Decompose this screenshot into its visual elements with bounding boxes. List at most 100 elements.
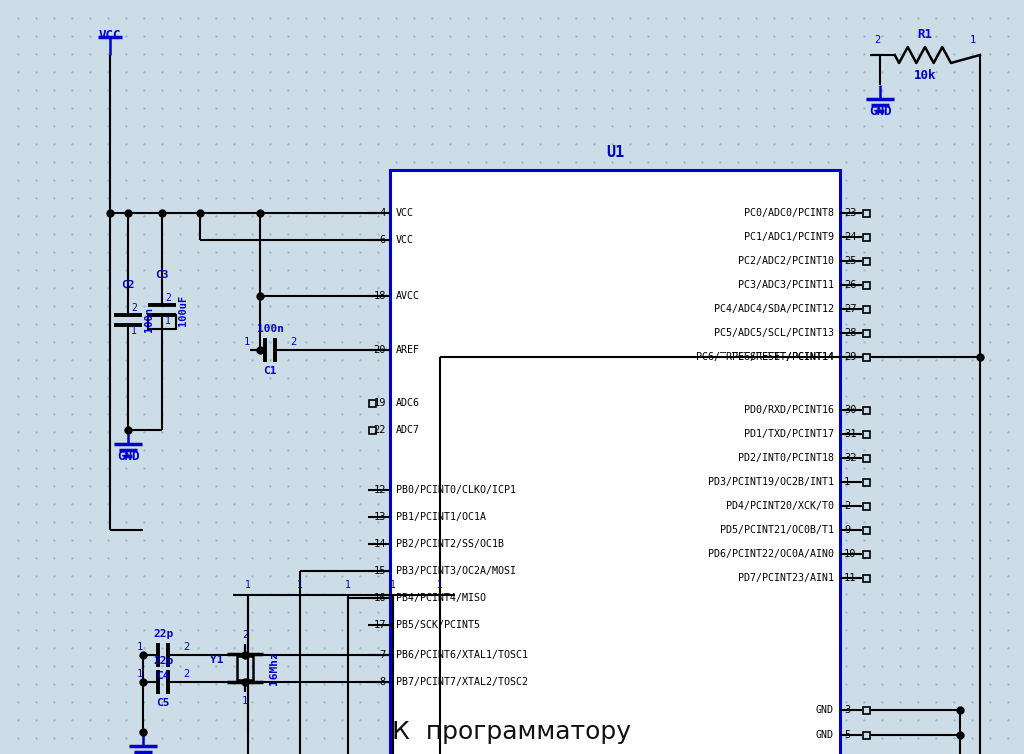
Text: 2: 2 xyxy=(183,642,189,652)
Text: 27: 27 xyxy=(844,304,856,314)
Text: U1: U1 xyxy=(606,145,624,160)
Text: VCC: VCC xyxy=(98,29,121,42)
Text: 15: 15 xyxy=(374,566,386,576)
Text: PD1/TXD/PCINT17: PD1/TXD/PCINT17 xyxy=(744,429,834,439)
Text: GND: GND xyxy=(868,105,891,118)
Text: 1: 1 xyxy=(345,580,351,590)
Text: PC6/RESET/PCINT14: PC6/RESET/PCINT14 xyxy=(732,352,834,362)
Text: ADC7: ADC7 xyxy=(396,425,420,435)
Text: 29: 29 xyxy=(844,352,856,362)
Text: AVCC: AVCC xyxy=(396,291,420,301)
Bar xyxy=(862,526,869,534)
Text: 10: 10 xyxy=(844,549,856,559)
Text: К  программатору: К программатору xyxy=(392,720,632,744)
Text: 9: 9 xyxy=(844,525,850,535)
Text: 18: 18 xyxy=(374,291,386,301)
Text: C2: C2 xyxy=(121,280,135,290)
Text: PB4/PCINT4/MISO: PB4/PCINT4/MISO xyxy=(396,593,486,603)
Text: 22p: 22p xyxy=(153,629,173,639)
Text: 1: 1 xyxy=(137,642,143,652)
Text: PC1/ADC1/PCINT9: PC1/ADC1/PCINT9 xyxy=(744,232,834,242)
Text: 19: 19 xyxy=(374,398,386,408)
Text: 1: 1 xyxy=(137,669,143,679)
Text: PD5/PCINT21/OC0B/T1: PD5/PCINT21/OC0B/T1 xyxy=(720,525,834,535)
Bar xyxy=(862,706,869,713)
Text: PC0/ADC0/PCINT8: PC0/ADC0/PCINT8 xyxy=(744,208,834,218)
Bar xyxy=(862,550,869,557)
Text: C1: C1 xyxy=(263,366,276,376)
Text: 4: 4 xyxy=(380,208,386,218)
Text: 26: 26 xyxy=(844,280,856,290)
Text: 5: 5 xyxy=(844,730,850,740)
Bar xyxy=(862,354,869,360)
Text: PB1/PCINT1/OC1A: PB1/PCINT1/OC1A xyxy=(396,512,486,522)
Text: GND: GND xyxy=(132,752,155,754)
Text: 2: 2 xyxy=(844,501,850,511)
Text: GND: GND xyxy=(816,705,834,715)
Bar xyxy=(862,234,869,241)
Text: VCC: VCC xyxy=(396,208,414,218)
Text: 100uF: 100uF xyxy=(178,294,188,326)
Bar xyxy=(862,406,869,413)
Bar xyxy=(862,210,869,216)
Text: 16Mhz: 16Mhz xyxy=(269,651,279,685)
Text: 100n: 100n xyxy=(144,308,154,333)
Text: 30: 30 xyxy=(844,405,856,415)
Text: PB7/PCINT7/XTAL2/TOSC2: PB7/PCINT7/XTAL2/TOSC2 xyxy=(396,677,528,687)
Text: 100n: 100n xyxy=(256,324,284,334)
Text: PC4/ADC4/SDA/PCINT12: PC4/ADC4/SDA/PCINT12 xyxy=(714,304,834,314)
Bar xyxy=(862,305,869,312)
Text: PC3/ADC3/PCINT11: PC3/ADC3/PCINT11 xyxy=(738,280,834,290)
Text: 1: 1 xyxy=(844,477,850,487)
Bar xyxy=(862,281,869,289)
Text: PB2/PCINT2/SS/OC1B: PB2/PCINT2/SS/OC1B xyxy=(396,539,504,549)
Text: 1: 1 xyxy=(244,337,250,347)
Text: PD6/PCINT22/OC0A/AIN0: PD6/PCINT22/OC0A/AIN0 xyxy=(708,549,834,559)
Text: 23: 23 xyxy=(844,208,856,218)
Text: PB0/PCINT0/CLKO/ICP1: PB0/PCINT0/CLKO/ICP1 xyxy=(396,485,516,495)
Text: C5: C5 xyxy=(157,698,170,708)
Text: 25: 25 xyxy=(844,256,856,266)
Text: PC2/ADC2/PCINT10: PC2/ADC2/PCINT10 xyxy=(738,256,834,266)
Text: PD4/PCINT20/XCK/T0: PD4/PCINT20/XCK/T0 xyxy=(726,501,834,511)
Text: C4: C4 xyxy=(157,671,170,681)
Text: 7: 7 xyxy=(380,650,386,660)
Bar xyxy=(862,455,869,461)
Text: PB5/SCK/PCINT5: PB5/SCK/PCINT5 xyxy=(396,620,480,630)
Text: 1: 1 xyxy=(297,580,303,590)
Text: PD7/PCINT23/AIN1: PD7/PCINT23/AIN1 xyxy=(738,573,834,583)
Text: 2: 2 xyxy=(290,337,296,347)
Bar xyxy=(862,502,869,510)
Text: 12: 12 xyxy=(374,485,386,495)
Text: 17: 17 xyxy=(374,620,386,630)
Text: 1: 1 xyxy=(437,580,443,590)
Bar xyxy=(862,329,869,336)
Text: Y1: Y1 xyxy=(210,655,223,665)
Text: 22p: 22p xyxy=(153,656,173,666)
Text: 2: 2 xyxy=(242,630,248,640)
Bar xyxy=(237,656,253,680)
Bar xyxy=(369,427,376,434)
Text: PC6/̅R̅E̅S̅E̅T̅/PCINT14: PC6/̅R̅E̅S̅E̅T̅/PCINT14 xyxy=(696,352,834,362)
Text: PC5/ADC5/SCL/PCINT13: PC5/ADC5/SCL/PCINT13 xyxy=(714,328,834,338)
Text: 28: 28 xyxy=(844,328,856,338)
Bar xyxy=(862,575,869,581)
Bar xyxy=(369,400,376,406)
Text: PD3/PCINT19/OC2B/INT1: PD3/PCINT19/OC2B/INT1 xyxy=(708,477,834,487)
Text: PB6/PCINT6/XTAL1/TOSC1: PB6/PCINT6/XTAL1/TOSC1 xyxy=(396,650,528,660)
Text: 16: 16 xyxy=(374,593,386,603)
Text: R1: R1 xyxy=(918,28,933,41)
Text: 1: 1 xyxy=(165,316,171,326)
Text: 20: 20 xyxy=(374,345,386,355)
Text: 8: 8 xyxy=(380,677,386,687)
Text: 14: 14 xyxy=(374,539,386,549)
Text: C3: C3 xyxy=(156,270,169,280)
Text: 10k: 10k xyxy=(913,69,936,82)
Text: 31: 31 xyxy=(844,429,856,439)
Text: 2: 2 xyxy=(183,669,189,679)
Text: 1: 1 xyxy=(245,580,251,590)
Bar xyxy=(862,258,869,265)
Bar xyxy=(862,479,869,486)
Text: AREF: AREF xyxy=(396,345,420,355)
Text: 2: 2 xyxy=(874,35,881,45)
